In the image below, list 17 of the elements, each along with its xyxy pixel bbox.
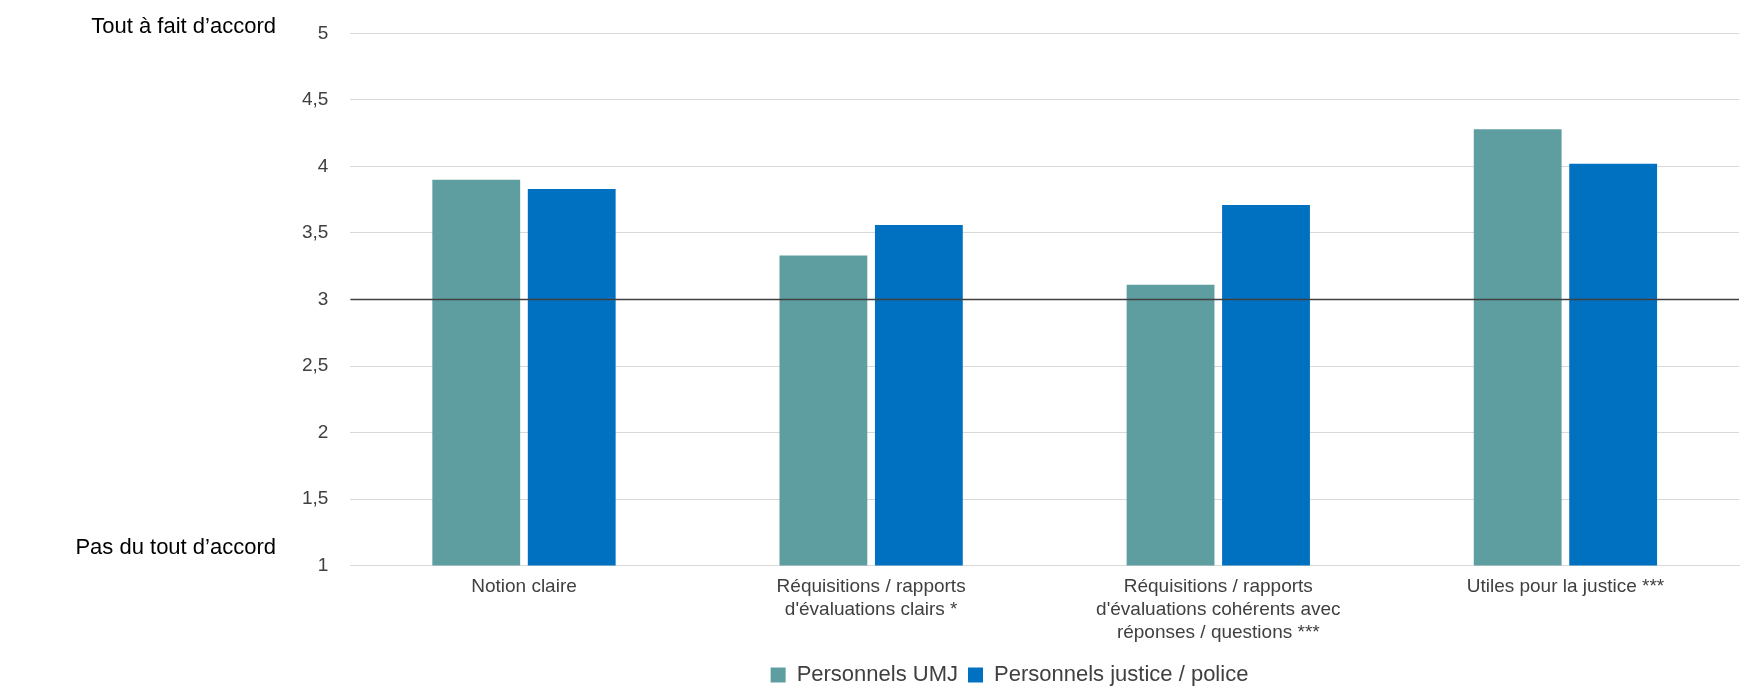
- y-tick-label: 3: [317, 287, 329, 309]
- legend-label: Personnels UMJ: [796, 661, 959, 687]
- y-tick-label: 4,5: [301, 88, 329, 110]
- x-tick-label: Réquisitions / rapports d'évaluations cohérents avec réponses / questions ***: [1096, 575, 1341, 642]
- x-tick-label: Utiles pour la justice ***: [1466, 575, 1665, 597]
- y-tick-label: 2: [317, 420, 329, 442]
- x-tick-label: Notion claire: [471, 575, 577, 597]
- y-tick-label: 1,5: [301, 487, 329, 509]
- y-tick-label: 3,5: [301, 221, 329, 243]
- y-tick-label: 2,5: [301, 354, 329, 376]
- y-tick-label: 4: [317, 154, 329, 176]
- legend-label: Personnels justice / police: [994, 661, 1249, 687]
- text: Tout à fait d’accord: [91, 13, 276, 39]
- y-tick-label: 1: [317, 553, 329, 575]
- text: Pas du tout d’accord: [75, 533, 276, 559]
- x-tick-label: Réquisitions / rapports d'évaluations clairs *: [776, 575, 966, 620]
- y-tick-label: 5: [317, 21, 329, 43]
